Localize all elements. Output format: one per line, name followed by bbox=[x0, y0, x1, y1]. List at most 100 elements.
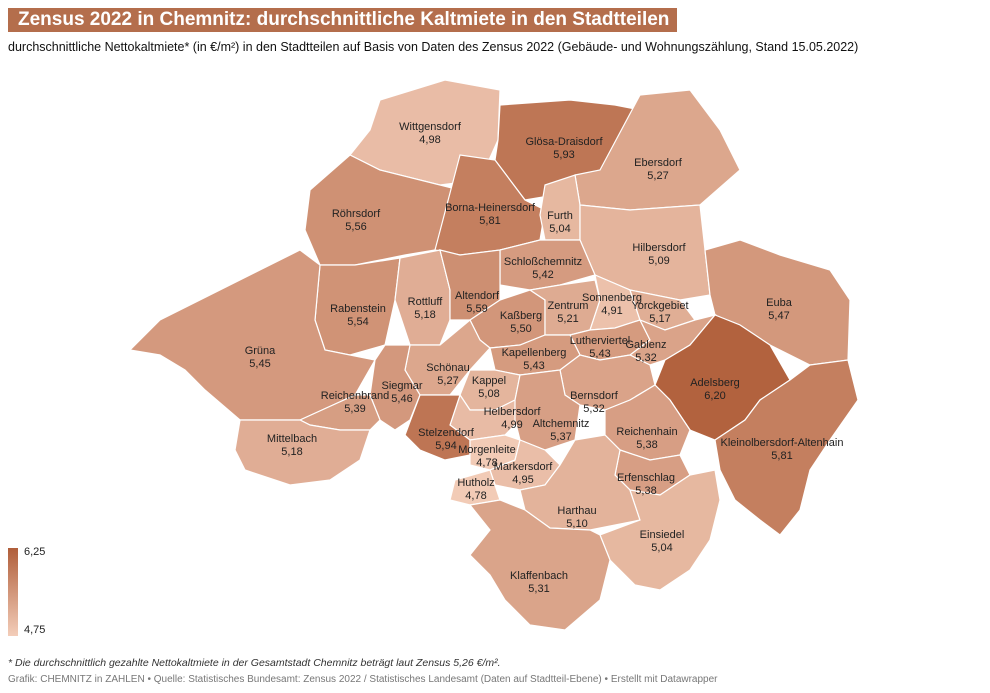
label-hutholz-name: Hutholz bbox=[457, 477, 494, 489]
label-ebersdorf-name: Ebersdorf bbox=[634, 157, 683, 169]
chart-title: Zensus 2022 in Chemnitz: durchschnittlic… bbox=[8, 8, 678, 32]
legend-min-label: 4,75 bbox=[24, 624, 46, 636]
label-kapellenberg-name: Kapellenberg bbox=[502, 347, 567, 359]
label-kappel-name: Kappel bbox=[472, 375, 506, 387]
chart-subtitle: durchschnittliche Nettokaltmiete* (in €/… bbox=[8, 40, 859, 54]
label-klaffenbach-name: Klaffenbach bbox=[510, 570, 568, 582]
label-gablenz-value: 5,32 bbox=[635, 352, 656, 364]
label-altendorf-name: Altendorf bbox=[455, 290, 500, 302]
label-altchemnitz-value: 5,37 bbox=[550, 431, 571, 443]
label-stelzendorf-value: 5,94 bbox=[435, 440, 456, 452]
label-roehrsdorf-name: Röhrsdorf bbox=[332, 208, 381, 220]
label-siegmar-name: Siegmar bbox=[382, 380, 423, 392]
label-helbersdorf-value: 4,99 bbox=[501, 419, 522, 431]
label-morgenleite-name: Morgenleite bbox=[458, 444, 515, 456]
label-reichenhain-value: 5,38 bbox=[636, 439, 657, 451]
label-gloesa-draisdorf-value: 5,93 bbox=[553, 149, 574, 161]
label-schlosschemnitz-value: 5,42 bbox=[532, 269, 553, 281]
label-hilbersdorf-value: 5,09 bbox=[648, 255, 669, 267]
label-rabenstein-value: 5,54 bbox=[347, 316, 368, 328]
label-lutherviertel-value: 5,43 bbox=[589, 348, 610, 360]
label-kappel-value: 5,08 bbox=[478, 388, 499, 400]
label-sonnenberg-name: Sonnenberg bbox=[582, 292, 642, 304]
label-rottluff-name: Rottluff bbox=[408, 296, 444, 308]
label-yorckgebiet-value: 5,17 bbox=[649, 313, 670, 325]
label-kassberg-name: Kaßberg bbox=[500, 310, 542, 322]
district-mittelbach bbox=[234, 419, 371, 486]
label-helbersdorf-name: Helbersdorf bbox=[484, 406, 542, 418]
label-schoenau-name: Schönau bbox=[426, 362, 469, 374]
label-adelsberg-value: 6,20 bbox=[704, 390, 725, 402]
label-gloesa-draisdorf-name: Glösa-Draisdorf bbox=[525, 136, 603, 148]
label-adelsberg-name: Adelsberg bbox=[690, 377, 740, 389]
district-kleinolbersdorf-altenhain bbox=[714, 359, 859, 536]
label-markersdorf-value: 4,95 bbox=[512, 474, 533, 486]
label-altendorf-value: 5,59 bbox=[466, 303, 487, 315]
label-siegmar-value: 5,46 bbox=[391, 393, 412, 405]
district-klaffenbach bbox=[468, 499, 611, 631]
label-zentrum-name: Zentrum bbox=[548, 300, 589, 312]
label-klaffenbach-value: 5,31 bbox=[528, 583, 549, 595]
label-wittgensdorf-name: Wittgensdorf bbox=[399, 121, 462, 133]
label-markersdorf-name: Markersdorf bbox=[494, 461, 554, 473]
label-lutherviertel-name: Lutherviertel bbox=[570, 335, 631, 347]
district-stelzendorf bbox=[404, 394, 471, 461]
label-hilbersdorf-name: Hilbersdorf bbox=[632, 242, 686, 254]
label-einsiedel-name: Einsiedel bbox=[640, 529, 685, 541]
legend-color-scale bbox=[8, 548, 18, 636]
label-euba-value: 5,47 bbox=[768, 310, 789, 322]
label-rottluff-value: 5,18 bbox=[414, 309, 435, 321]
label-gruena-name: Grüna bbox=[245, 345, 276, 357]
source-credit: Grafik: CHEMNITZ in ZAHLEN • Quelle: Sta… bbox=[8, 674, 718, 685]
label-borna-heinersdorf-name: Borna-Heinersdorf bbox=[445, 202, 536, 214]
label-gablenz-name: Gablenz bbox=[626, 339, 667, 351]
label-altchemnitz-name: Altchemnitz bbox=[533, 418, 590, 430]
label-furth-name: Furth bbox=[547, 210, 573, 222]
label-roehrsdorf-value: 5,56 bbox=[345, 221, 366, 233]
label-reichenbrand-name: Reichenbrand bbox=[321, 390, 390, 402]
label-reichenbrand-value: 5,39 bbox=[344, 403, 365, 415]
label-hutholz-value: 4,78 bbox=[465, 490, 486, 502]
label-borna-heinersdorf-value: 5,81 bbox=[479, 215, 500, 227]
label-ebersdorf-value: 5,27 bbox=[647, 170, 668, 182]
label-kleinolbersdorf-altenhain-name: Kleinolbersdorf-Altenhain bbox=[721, 437, 844, 449]
label-yorckgebiet-name: Yorckgebiet bbox=[631, 300, 688, 312]
label-bernsdorf-name: Bernsdorf bbox=[570, 390, 619, 402]
label-mittelbach-value: 5,18 bbox=[281, 446, 302, 458]
label-sonnenberg-value: 4,91 bbox=[601, 305, 622, 317]
district-schlosschemnitz bbox=[499, 239, 596, 291]
label-reichenhain-name: Reichenhain bbox=[616, 426, 677, 438]
label-einsiedel-value: 5,04 bbox=[651, 542, 672, 554]
label-schoenau-value: 5,27 bbox=[437, 375, 458, 387]
